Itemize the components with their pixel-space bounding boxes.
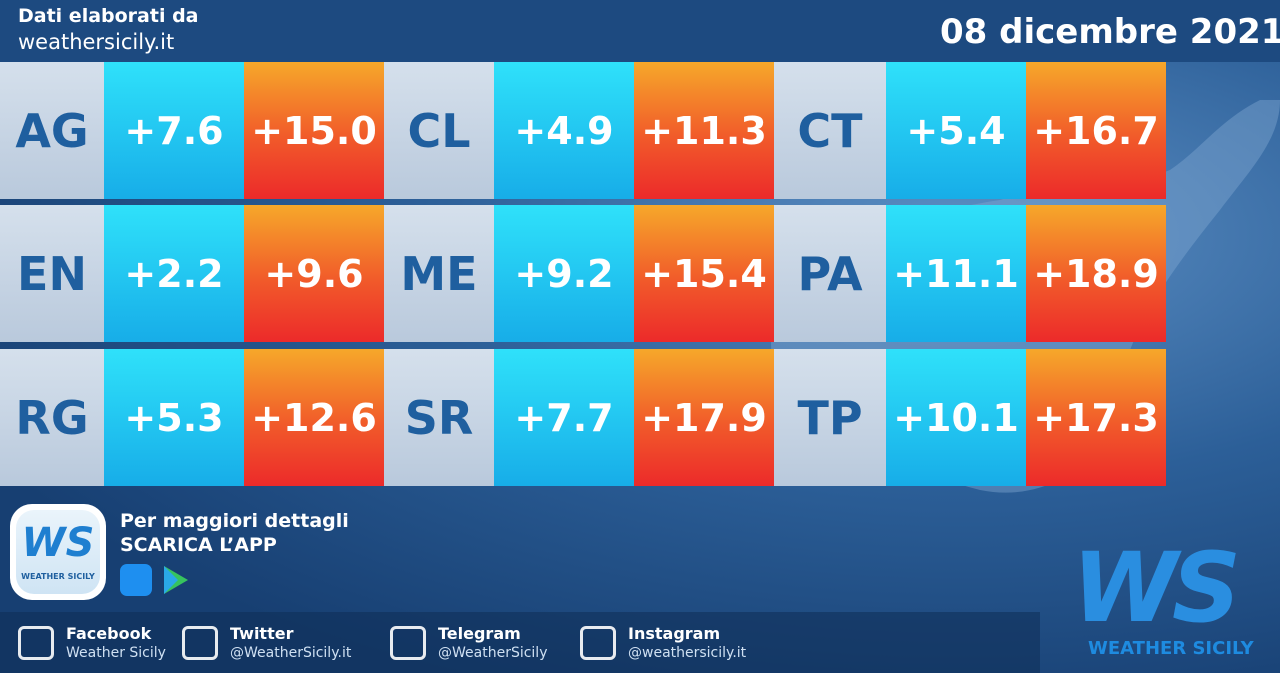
max-temp: +16.7 [1026, 62, 1166, 199]
app-logo-text: WS [21, 520, 95, 566]
max-temp: +18.9 [1026, 205, 1166, 342]
social-network: Facebook [66, 624, 152, 643]
date: 08 dicembre 2021 [940, 12, 1280, 52]
social-network: Twitter [230, 624, 294, 643]
brand-logo: WS [1072, 532, 1241, 644]
province-code: PA [774, 205, 886, 342]
max-temp: +9.6 [244, 205, 384, 342]
min-temp: +9.2 [494, 205, 634, 342]
social-icon [580, 626, 616, 660]
province-code: AG [0, 62, 104, 199]
max-temp: +17.9 [634, 349, 774, 486]
social-icon [182, 626, 218, 660]
social-handle: @weathersicily.it [628, 645, 747, 661]
app-store-icon[interactable] [120, 564, 152, 596]
min-temp: +7.7 [494, 349, 634, 486]
min-temp: +10.1 [886, 349, 1026, 486]
social-network: Telegram [438, 624, 521, 643]
social-handle: @WeatherSicily [438, 645, 548, 661]
social-handle: @WeatherSicily.it [230, 645, 352, 661]
social-icon [390, 626, 426, 660]
min-temp: +2.2 [104, 205, 244, 342]
min-temp: +11.1 [886, 205, 1026, 342]
source-site: weathersicily.it [18, 30, 175, 54]
min-temp: +4.9 [494, 62, 634, 199]
brand-name: WEATHER SICILY [1088, 638, 1254, 659]
min-temp: +5.4 [886, 62, 1026, 199]
max-temp: +15.4 [634, 205, 774, 342]
app-logo: WS WEATHER SICILY [10, 504, 106, 600]
social-handle: Weather Sicily [66, 645, 166, 661]
min-temp: +5.3 [104, 349, 244, 486]
province-code: TP [774, 349, 886, 486]
header-bar [0, 0, 1280, 62]
app-line2: SCARICA L’APP [120, 534, 277, 556]
social-network: Instagram [628, 624, 721, 643]
max-temp: +17.3 [1026, 349, 1166, 486]
province-code: SR [384, 349, 494, 486]
max-temp: +15.0 [244, 62, 384, 199]
province-code: CT [774, 62, 886, 199]
province-code: EN [0, 205, 104, 342]
min-temp: +7.6 [104, 62, 244, 199]
social-icon [18, 626, 54, 660]
app-logo-caption: WEATHER SICILY [21, 572, 95, 581]
social-bar [0, 612, 1040, 673]
app-line1: Per maggiori dettagli [120, 510, 349, 532]
province-code: RG [0, 349, 104, 486]
source-label: Dati elaborati da [18, 5, 199, 27]
max-temp: +11.3 [634, 62, 774, 199]
max-temp: +12.6 [244, 349, 384, 486]
province-code: ME [384, 205, 494, 342]
province-code: CL [384, 62, 494, 199]
play-store-icon[interactable] [160, 564, 192, 596]
